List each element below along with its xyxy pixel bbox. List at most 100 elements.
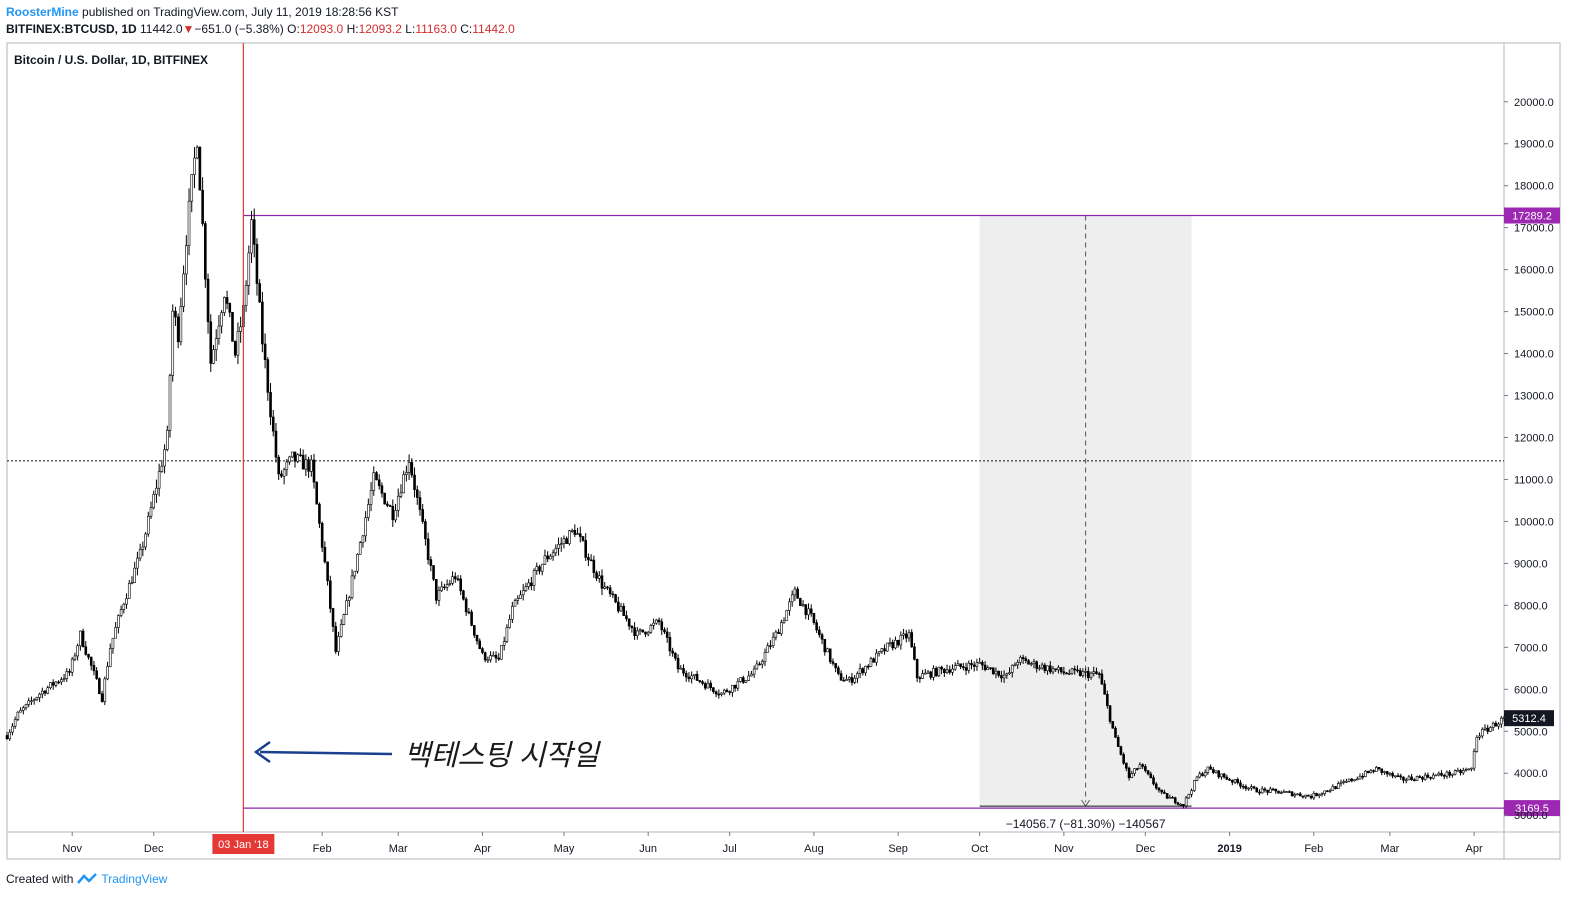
candle-body [573, 530, 577, 535]
candle-body [1394, 775, 1397, 778]
candle-body [22, 707, 25, 711]
candle-body [739, 677, 742, 682]
candle-body [1032, 661, 1036, 664]
candle-body [1293, 794, 1297, 797]
candle-body [793, 588, 797, 596]
candle-body [766, 645, 770, 653]
candle-body [1222, 773, 1226, 778]
candle-body [266, 359, 270, 393]
candle-body [1361, 775, 1365, 778]
candle-body [1165, 793, 1169, 799]
candle-body [122, 603, 126, 611]
candle-body [255, 244, 259, 284]
candle-body [951, 668, 954, 673]
candle-body [929, 671, 933, 678]
candle-body [899, 634, 903, 646]
tradingview-link[interactable]: TradingView [101, 872, 168, 886]
candle-body [274, 430, 278, 458]
candle-body [703, 683, 707, 689]
x-tick-label: Sep [888, 843, 908, 855]
candle-body [799, 598, 802, 607]
candle-body [483, 652, 487, 661]
candle-body [891, 642, 895, 649]
last-price-label-bg [1504, 710, 1554, 727]
candle-body [801, 604, 805, 607]
candle-body [334, 626, 338, 652]
candle-body [603, 586, 607, 589]
candle-body [261, 301, 264, 345]
candle-body [1271, 788, 1275, 791]
candle-body [19, 710, 22, 713]
y-tick-label: 3000.0 [1514, 810, 1548, 822]
candle-body [348, 597, 351, 601]
candle-body [1459, 769, 1462, 774]
candle-body [60, 679, 63, 683]
candle-body [1021, 657, 1025, 660]
candle-body [1288, 791, 1291, 793]
candle-body [505, 627, 509, 642]
candle-body [214, 338, 218, 350]
candle-body [717, 693, 721, 696]
candle-body [62, 678, 66, 680]
candle-body [834, 663, 837, 669]
x-tick-label: Mar [1380, 843, 1399, 855]
candle-body [1035, 661, 1038, 669]
candle-body [934, 668, 938, 677]
candle-body [1331, 786, 1335, 791]
candle-body [1054, 668, 1058, 671]
measure-tool[interactable]: −14056.7 (−81.30%) −140567 [979, 215, 1192, 832]
candle-body [1211, 769, 1215, 773]
candle-body [312, 459, 316, 483]
candle-body [616, 601, 620, 612]
candle-body [1404, 779, 1408, 782]
candle-body [760, 661, 764, 665]
candle-body [451, 576, 454, 584]
candle-body [771, 636, 775, 646]
candle-body [418, 497, 422, 510]
candle-body [280, 473, 283, 477]
annotation: 백테스팅 시작일 [253, 740, 601, 772]
candle-body [1434, 774, 1438, 777]
candle-body [57, 681, 60, 684]
candle-body [481, 648, 484, 653]
candle-body [1307, 794, 1310, 797]
candle-body [1157, 787, 1161, 791]
y-tick-label: 8000.0 [1514, 600, 1548, 612]
price-axis[interactable]: 3000.0 4000.0 5000.0 6000.0 7000.0 8000.0 9000… [1504, 97, 1554, 822]
publish-info: RoosterMine published on TradingView.com… [6, 5, 398, 19]
candle-body [1358, 775, 1362, 780]
candle-body [405, 472, 408, 475]
candle-body [117, 615, 120, 628]
candle-body [315, 481, 319, 505]
candle-body [1453, 770, 1457, 775]
candle-body [1328, 790, 1332, 792]
author-link[interactable]: RoosterMine [6, 5, 79, 19]
candle-body [190, 174, 194, 202]
candle-body [652, 622, 655, 626]
x-tick-label: Jul [723, 843, 737, 855]
candle-body [415, 489, 419, 498]
candle-body [500, 644, 503, 660]
candle-body [853, 677, 856, 683]
candle-body [1122, 754, 1125, 764]
candle-body [1187, 794, 1191, 799]
candle-body [1087, 671, 1090, 678]
candle-body [527, 582, 530, 587]
x-tick-label: May [554, 843, 575, 855]
candle-body [1141, 764, 1144, 767]
candle-body [869, 658, 873, 667]
candle-body [646, 631, 650, 635]
x-tick-label: Dec [1136, 843, 1156, 855]
candle-body [940, 666, 943, 670]
candle-body [736, 681, 740, 689]
candle-body [206, 278, 210, 323]
candle-body [111, 637, 115, 649]
candles [5, 145, 1506, 809]
candle-body [943, 668, 946, 673]
candle-body [820, 634, 824, 640]
candle-body [293, 451, 297, 462]
time-axis[interactable]: Nov Dec Feb Mar Apr May Jun Jul Aug Sep Oct Nov Dec 2… [62, 832, 1483, 855]
last-price: 11442.0 [140, 22, 183, 36]
y-tick-label: 16000.0 [1514, 265, 1554, 277]
